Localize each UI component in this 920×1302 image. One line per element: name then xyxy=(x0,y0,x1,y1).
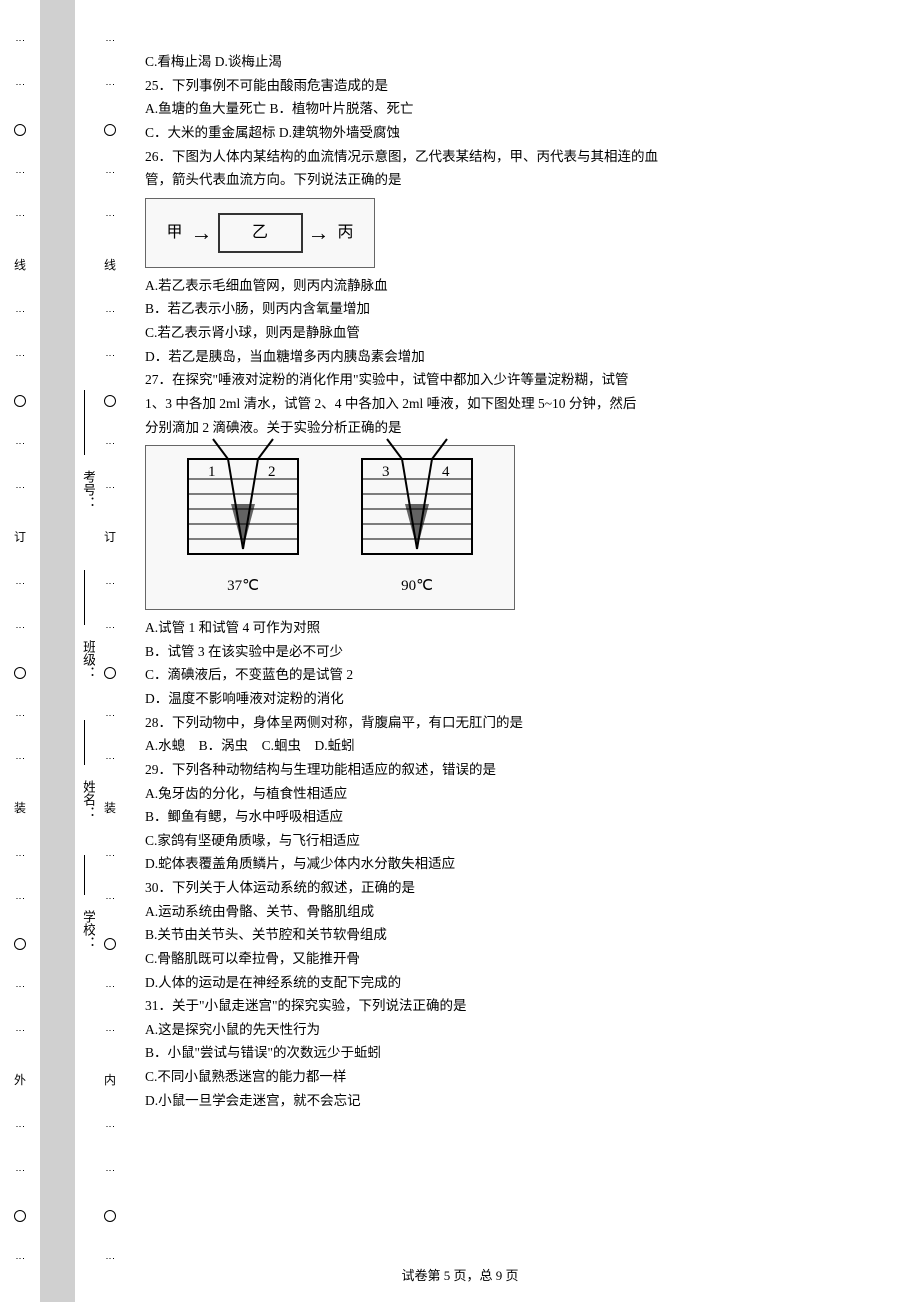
text-line: B．鲫鱼有鳃，与水中呼吸相适应 xyxy=(145,805,890,829)
text-line: C.若乙表示肾小球，则丙是静脉血管 xyxy=(145,321,890,345)
text-line: C.骨骼肌既可以牵拉骨，又能推开骨 xyxy=(145,947,890,971)
margin-label: 装 xyxy=(14,798,26,818)
margin-label: 内 xyxy=(104,1070,116,1090)
text-line: C.家鸽有坚硬角质喙，与飞行相适应 xyxy=(145,829,890,853)
page-footer: 试卷第 5 页，总 9 页 xyxy=(0,1265,920,1287)
text-line: 30．下列关于人体运动系统的叙述，正确的是 xyxy=(145,876,890,900)
text-line: 31．关于"小鼠走迷宫"的探究实验，下列说法正确的是 xyxy=(145,994,890,1018)
arrow-icon: → xyxy=(191,214,213,251)
text-line: B．小鼠"尝试与错误"的次数远少于蚯蚓 xyxy=(145,1041,890,1065)
text-line: C．滴碘液后，不变蓝色的是试管 2 xyxy=(145,663,890,687)
text-line: 26．下图为人体内某结构的血流情况示意图，乙代表某结构，甲、丙代表与其相连的血 xyxy=(145,145,890,169)
text-line: 25．下列事例不可能由酸雨危害造成的是 xyxy=(145,74,890,98)
text-line: A.鱼塘的鱼大量死亡 B．植物叶片脱落、死亡 xyxy=(145,97,890,121)
beaker-experiment-diagram: 1 2 37℃ 3 4 90℃ xyxy=(145,445,515,610)
diagram-label-left: 甲 xyxy=(166,219,182,246)
blood-flow-diagram: 甲 → 乙 → 丙 xyxy=(145,198,375,268)
temperature-label: 37℃ xyxy=(173,574,313,600)
text-line: D．温度不影响唾液对淀粉的消化 xyxy=(145,687,890,711)
outer-margin-left: ⋮⋮ ⋮⋮ 线 ⋮⋮ ⋮⋮ 订 ⋮⋮ ⋮⋮ 装 ⋮⋮ ⋮⋮ 外 ⋮⋮ ⋮ xyxy=(0,0,40,1302)
diagram-box-middle: 乙 xyxy=(218,213,303,253)
text-line: A.试管 1 和试管 4 可作为对照 xyxy=(145,616,890,640)
text-line: A.若乙表示毛细血管网，则丙内流静脉血 xyxy=(145,274,890,298)
text-line: C．大米的重金属超标 D.建筑物外墙受腐蚀 xyxy=(145,121,890,145)
text-line: 28．下列动物中，身体呈两侧对称，背腹扁平，有口无肛门的是 xyxy=(145,711,890,735)
diagram-label-right: 丙 xyxy=(338,219,354,246)
margin-label: 装 xyxy=(104,798,116,818)
form-labels-column: 考号： 班级： 姓名： 学校： xyxy=(75,0,95,1302)
text-line: A.运动系统由骨骼、关节、骨骼肌组成 xyxy=(145,900,890,924)
text-line: 27．在探究"唾液对淀粉的消化作用"实验中，试管中都加入少许等量淀粉糊，试管 xyxy=(145,368,890,392)
text-line: B．若乙表示小肠，则丙内含氧量增加 xyxy=(145,297,890,321)
inner-margin-left: ⋮⋮ ⋮⋮ 线 ⋮⋮ ⋮⋮ 订 ⋮⋮ ⋮⋮ 装 ⋮⋮ ⋮⋮ 内 ⋮⋮ ⋮ xyxy=(95,0,125,1302)
gray-top-cap xyxy=(40,0,75,70)
text-line: A.兔牙齿的分化，与植食性相适应 xyxy=(145,782,890,806)
exam-content: C.看梅止渴 D.谈梅止渴 25．下列事例不可能由酸雨危害造成的是 A.鱼塘的鱼… xyxy=(125,0,920,1302)
beaker-icon: 1 2 xyxy=(173,434,313,564)
text-line: 1、3 中各加 2ml 清水，试管 2、4 中各加入 2ml 唾液，如下图处理 … xyxy=(145,392,890,416)
beaker-icon: 3 4 xyxy=(347,434,487,564)
margin-label: 订 xyxy=(14,527,26,547)
text-line: C.看梅止渴 D.谈梅止渴 xyxy=(145,50,890,74)
tube-label: 3 xyxy=(382,464,390,480)
text-line: D．若乙是胰岛，当血糖增多丙内胰岛素会增加 xyxy=(145,345,890,369)
margin-label: 线 xyxy=(14,255,26,275)
text-line: D.人体的运动是在神经系统的支配下完成的 xyxy=(145,971,890,995)
text-line: 29．下列各种动物结构与生理功能相适应的叙述，错误的是 xyxy=(145,758,890,782)
text-line: D.蛇体表覆盖角质鳞片，与减少体内水分散失相适应 xyxy=(145,852,890,876)
tube-label: 4 xyxy=(442,464,450,480)
text-line: C.不同小鼠熟悉迷宫的能力都一样 xyxy=(145,1065,890,1089)
margin-label: 线 xyxy=(104,255,116,275)
margin-label: 外 xyxy=(14,1070,26,1090)
text-line: D.小鼠一旦学会走迷宫，就不会忘记 xyxy=(145,1089,890,1113)
margin-label: 订 xyxy=(104,527,116,547)
arrow-icon: → xyxy=(308,214,330,251)
text-line: 管，箭头代表血流方向。下列说法正确的是 xyxy=(145,168,890,192)
text-line: B．试管 3 在该实验中是必不可少 xyxy=(145,640,890,664)
tube-label: 1 xyxy=(208,464,216,480)
gray-margin-bar xyxy=(40,0,75,1302)
temperature-label: 90℃ xyxy=(347,574,487,600)
text-line: A.水螅 B．涡虫 C.蛔虫 D.蚯蚓 xyxy=(145,734,890,758)
text-line: B.关节由关节头、关节腔和关节软骨组成 xyxy=(145,923,890,947)
text-line: A.这是探究小鼠的先天性行为 xyxy=(145,1018,890,1042)
tube-label: 2 xyxy=(268,464,276,480)
